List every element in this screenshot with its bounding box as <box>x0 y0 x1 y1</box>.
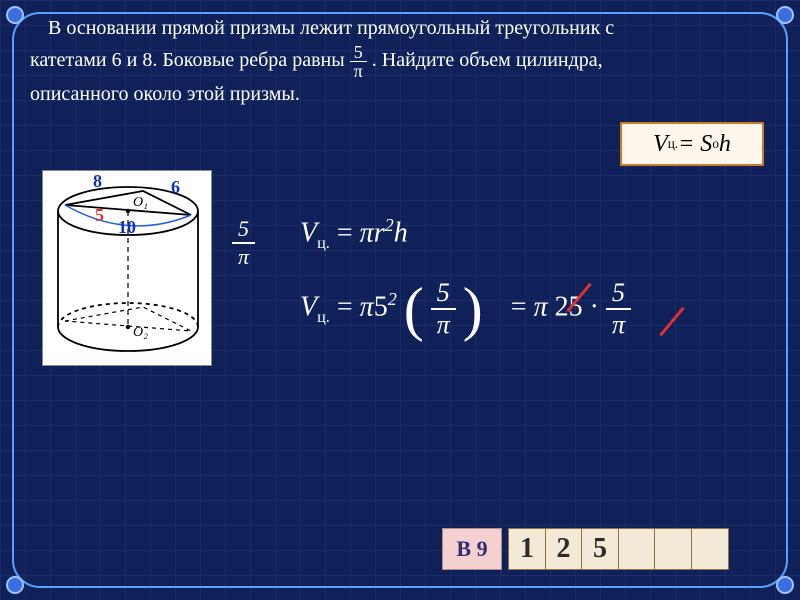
eq2-5: 5 <box>374 291 388 322</box>
eq2-exp: 2 <box>388 289 397 309</box>
answer-cell[interactable] <box>618 528 656 570</box>
eq2-sub: ц. <box>317 308 330 326</box>
formula-sub2: о <box>712 136 719 152</box>
problem-line2-post: . Найдите объем цилиндра, <box>372 49 603 71</box>
formula-V: V <box>653 131 668 158</box>
problem-line3: описанного около этой призмы. <box>30 83 300 105</box>
eq1-r: r <box>374 217 385 248</box>
answer-cell[interactable]: 1 <box>508 528 546 570</box>
height-fraction: 5 π <box>350 43 367 80</box>
answer-cell[interactable] <box>691 528 729 570</box>
corner-br <box>776 576 794 594</box>
diagram-svg <box>43 171 213 367</box>
problem-text: В основании прямой призмы лежит прямоуго… <box>30 14 770 109</box>
eq2-pi: π <box>360 291 374 322</box>
label-5: 5 <box>95 205 104 226</box>
label-o2: O₂ <box>133 325 148 341</box>
eq2-fn: 5 <box>431 280 456 310</box>
answer-cell[interactable] <box>654 528 692 570</box>
eq2-fd2: π <box>606 310 631 338</box>
volume-formula-box: Vц. = Sоh <box>620 122 764 166</box>
slide: В основании прямой призмы лежит прямоуго… <box>0 0 800 600</box>
formula-eq: = S <box>678 131 712 158</box>
frac-den: π <box>350 62 367 80</box>
eq2-pi2: π <box>534 291 548 322</box>
eq1-V: V <box>300 217 317 248</box>
height-frac-standalone: 5 π <box>232 218 255 268</box>
equation-2: Vц. = π52 ( 5 π ) = π 25 · 5 π <box>300 280 631 338</box>
eq2-fd: π <box>431 310 456 338</box>
eq1-sub: ц. <box>317 234 330 252</box>
label-o1: O₁ <box>133 195 148 211</box>
corner-bl <box>6 576 24 594</box>
answer-cell[interactable]: 2 <box>545 528 583 570</box>
hfrac-d: π <box>232 244 255 268</box>
eq2-V: V <box>300 291 317 322</box>
eq1-exp: 2 <box>385 215 394 235</box>
equation-1: Vц. = πr2h <box>300 215 408 253</box>
eq2-fn2: 5 <box>606 280 631 310</box>
problem-line2-pre: катетами 6 и 8. Боковые ребра равны <box>30 49 350 71</box>
label-10: 10 <box>118 217 136 238</box>
eq1-pi: π <box>360 217 374 248</box>
formula-h: h <box>719 131 731 158</box>
answer-cell[interactable]: 5 <box>581 528 619 570</box>
formula-sub: ц. <box>668 136 678 152</box>
hfrac-n: 5 <box>232 218 255 244</box>
answer-grid: 1 2 5 <box>508 528 729 570</box>
label-6: 6 <box>171 177 180 198</box>
corner-tl <box>6 6 24 24</box>
problem-line1: В основании прямой призмы лежит прямоуго… <box>48 17 614 39</box>
task-label: В 9 <box>442 528 502 570</box>
label-8: 8 <box>93 171 102 192</box>
cylinder-diagram: 8 6 5 10 O₁ O₂ <box>42 170 212 366</box>
frac-num: 5 <box>350 43 367 62</box>
corner-tr <box>776 6 794 24</box>
eq1-h: h <box>394 217 408 248</box>
